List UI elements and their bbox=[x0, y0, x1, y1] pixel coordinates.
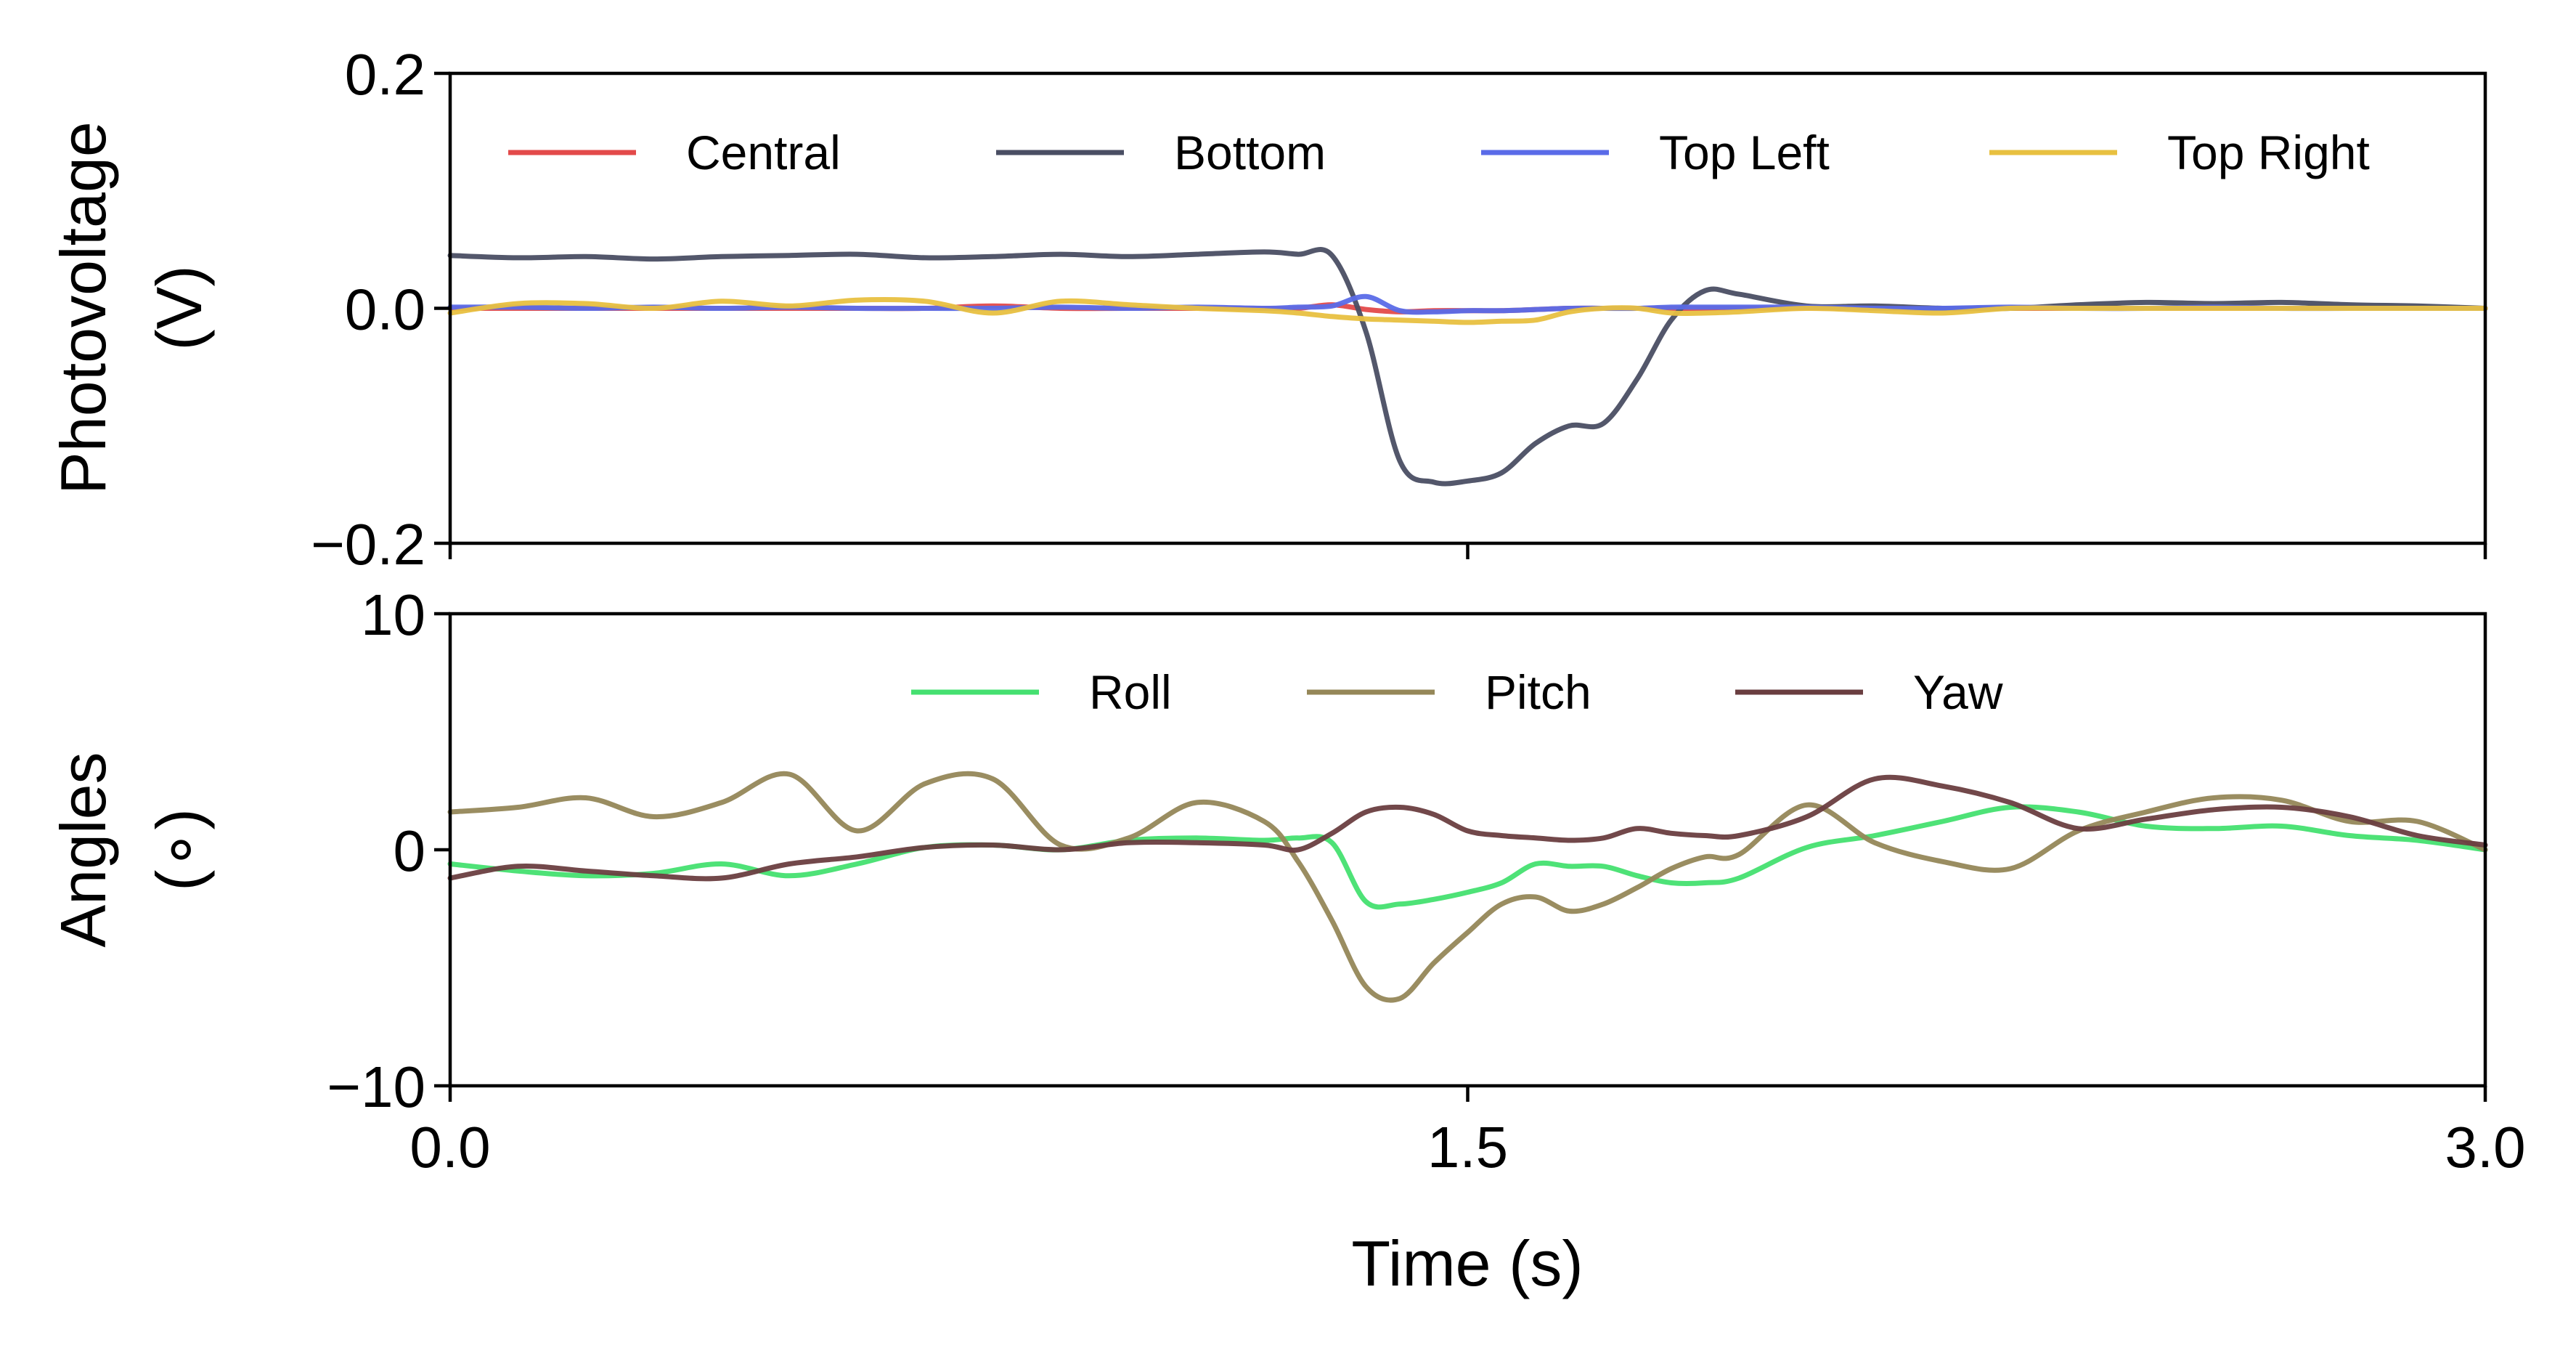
x-axis-label: Time (s) bbox=[1351, 1227, 1583, 1299]
legend-label-yaw: Yaw bbox=[1913, 665, 2003, 719]
legend-item-top-left: Top Left bbox=[1481, 126, 1830, 179]
legend-item-top-right: Top Right bbox=[1989, 126, 2370, 179]
photovoltage-ylabel-line1: Photovoltage bbox=[47, 121, 119, 495]
angles-y-tick-label: 0 bbox=[394, 819, 426, 883]
photovoltage-y-tick-label: 0.2 bbox=[345, 42, 425, 107]
photovoltage-ylabel-line2: (V) bbox=[143, 265, 215, 350]
angles-panel: −10 0 10 0.0 1.5 3.0 Roll Pitch Yaw Angles (∘)… bbox=[47, 582, 2526, 1299]
photovoltage-y-tick-label: 0.0 bbox=[345, 277, 425, 342]
angles-y-tick-label: 10 bbox=[361, 582, 425, 647]
angles-y-ticks: −10 0 10 bbox=[327, 582, 450, 1119]
legend-label-roll: Roll bbox=[1089, 665, 1172, 719]
series-line-roll bbox=[447, 804, 2488, 910]
photovoltage-legend: Central Bottom Top Left Top Right bbox=[508, 126, 2370, 179]
photovoltage-panel: −0.2 0.0 0.2 Central Bottom Top Left Top Righ… bbox=[47, 42, 2488, 577]
photovoltage-x-ticks bbox=[448, 543, 2487, 559]
angles-x-tick-label: 3.0 bbox=[2445, 1115, 2525, 1180]
angles-axes-frame bbox=[448, 612, 2487, 1088]
angles-y-tick-label: −10 bbox=[327, 1055, 425, 1119]
legend-label-bottom: Bottom bbox=[1174, 126, 1326, 179]
photovoltage-series bbox=[447, 247, 2488, 487]
angles-ylabel-line1: Angles bbox=[47, 752, 119, 947]
legend-label-pitch: Pitch bbox=[1485, 665, 1591, 719]
angles-x-tick-label: 0.0 bbox=[409, 1115, 490, 1180]
angles-x-tick-label: 1.5 bbox=[1427, 1115, 1508, 1180]
photovoltage-y-ticks: −0.2 0.0 0.2 bbox=[311, 42, 450, 577]
legend-item-roll: Roll bbox=[911, 665, 1172, 719]
legend-label-central: Central bbox=[686, 126, 841, 179]
series-line-top-right bbox=[447, 296, 2488, 325]
legend-label-top-right: Top Right bbox=[2167, 126, 2370, 179]
legend-item-central: Central bbox=[508, 126, 841, 179]
angles-x-ticks: 0.0 1.5 3.0 bbox=[409, 1086, 2526, 1180]
legend-item-bottom: Bottom bbox=[996, 126, 1326, 179]
angles-series bbox=[447, 771, 2488, 1003]
photovoltage-y-tick-label: −0.2 bbox=[311, 512, 425, 577]
angles-ylabel-line2: (∘) bbox=[143, 808, 215, 891]
series-line-pitch bbox=[447, 771, 2488, 1003]
legend-item-yaw: Yaw bbox=[1735, 665, 2003, 719]
angles-legend: Roll Pitch Yaw bbox=[911, 665, 2003, 719]
series-line-yaw bbox=[447, 774, 2488, 882]
legend-item-pitch: Pitch bbox=[1307, 665, 1591, 719]
series-line-bottom bbox=[447, 247, 2488, 487]
legend-label-top-left: Top Left bbox=[1659, 126, 1830, 179]
